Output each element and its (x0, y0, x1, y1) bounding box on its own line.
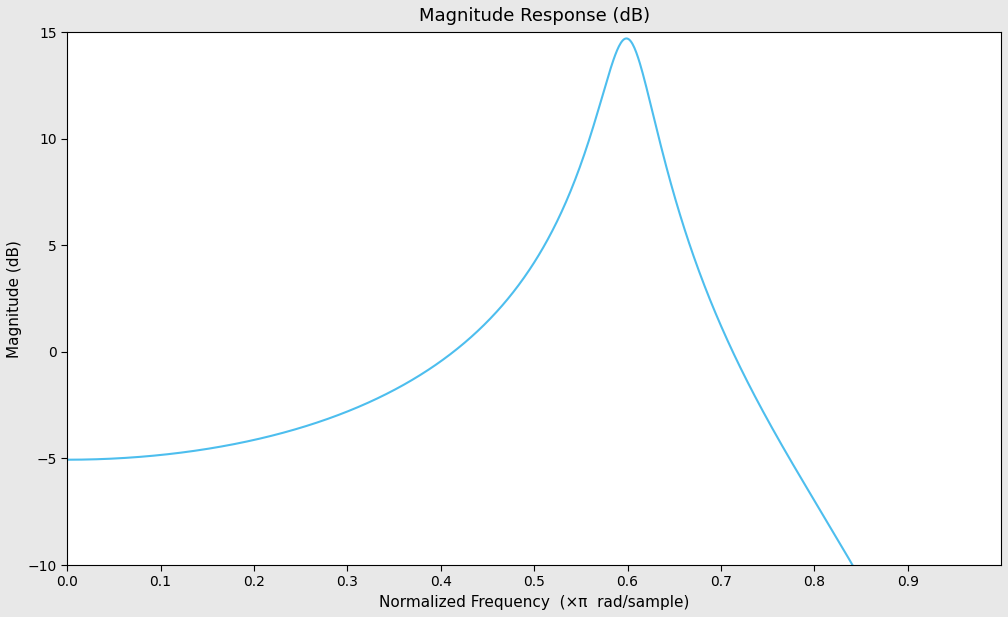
Y-axis label: Magnitude (dB): Magnitude (dB) (7, 239, 22, 357)
Title: Magnitude Response (dB): Magnitude Response (dB) (418, 7, 650, 25)
X-axis label: Normalized Frequency  (×π  rad/sample): Normalized Frequency (×π rad/sample) (379, 595, 689, 610)
